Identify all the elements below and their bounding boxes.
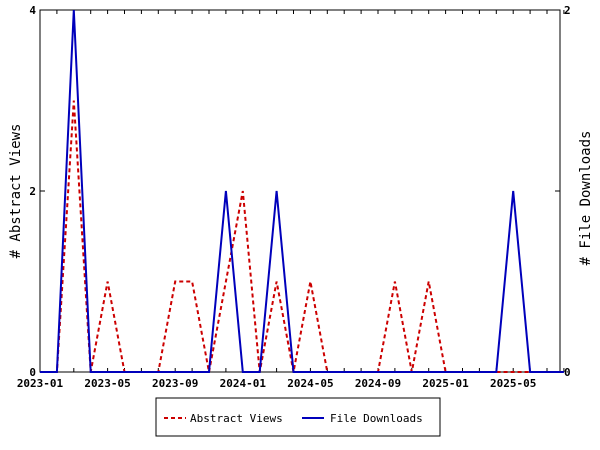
x-axis: 2023-01 2023-05 2023-09 2024-01 2024-05 2024-… bbox=[17, 10, 565, 390]
x-tick-label: 2024-09 bbox=[355, 377, 401, 390]
legend-label-abstract-views: Abstract Views bbox=[190, 412, 283, 425]
legend: Abstract Views File Downloads bbox=[155, 397, 441, 437]
x-tick-label: 2025-01 bbox=[422, 377, 469, 390]
plot-frame bbox=[39, 9, 561, 373]
legend-box bbox=[155, 397, 441, 437]
y-axes: 0 2 4 0 2 bbox=[29, 4, 570, 379]
y-tick-label-right: 0 bbox=[564, 366, 571, 379]
y-axis-title-left: # Abstract Views bbox=[8, 124, 24, 259]
x-tick-label: 2023-05 bbox=[84, 377, 130, 390]
y-tick-label-right: 2 bbox=[564, 4, 571, 17]
x-tick-label: 2024-01 bbox=[220, 377, 267, 390]
y-tick-label-left: 4 bbox=[29, 4, 36, 17]
series-layer bbox=[40, 9, 564, 373]
series-line-file-downloads bbox=[40, 9, 564, 373]
x-tick-label: 2025-05 bbox=[490, 377, 536, 390]
series-line-abstract-views bbox=[40, 100, 564, 373]
y-tick-label-left: 2 bbox=[29, 185, 36, 198]
y-tick-label-left: 0 bbox=[29, 366, 36, 379]
x-tick-label: 2024-05 bbox=[287, 377, 333, 390]
legend-label-file-downloads: File Downloads bbox=[330, 412, 423, 425]
x-tick-label: 2023-01 bbox=[17, 377, 64, 390]
y-axis-title-right: # File Downloads bbox=[578, 131, 594, 266]
x-tick-label: 2023-09 bbox=[152, 377, 198, 390]
